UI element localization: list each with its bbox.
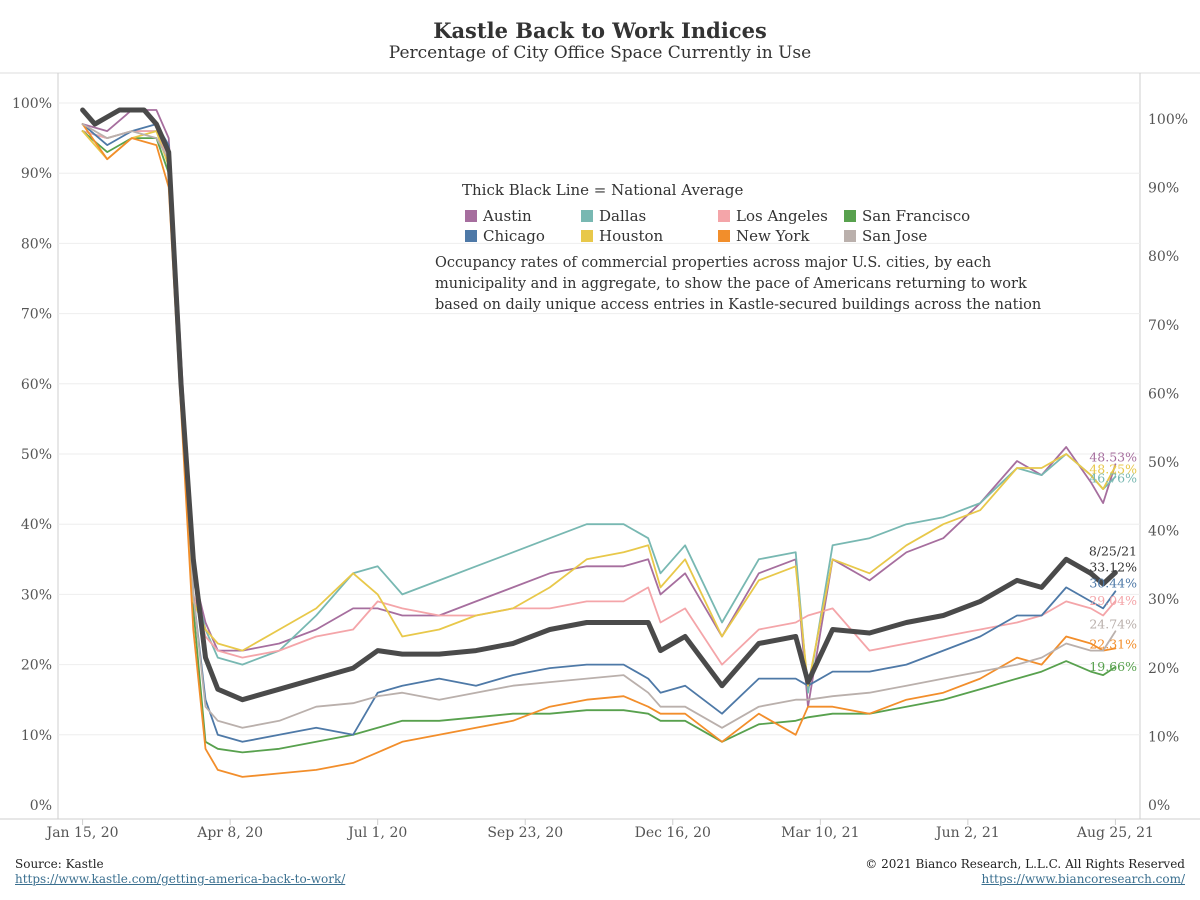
- y-tick-label-left: 60%: [21, 377, 52, 393]
- copyright-text: © 2021 Bianco Research, L.L.C. All Right…: [865, 857, 1185, 871]
- line-chart: 0% 0% 10% 10% 20% 20% 30% 30% 40% 40% 50% 50% 60% 60%…: [0, 72, 1200, 841]
- x-tick-label: Jan 15, 20: [45, 825, 119, 841]
- end-value-label: 24.74%: [1089, 616, 1137, 631]
- x-tick-label: Aug 25, 21: [1076, 825, 1154, 841]
- source-label: Source: Kastle: [15, 857, 104, 871]
- y-tick-label-right: 40%: [1148, 524, 1179, 540]
- end-date-label: 8/25/21: [1089, 543, 1137, 558]
- end-value-label: 30.44%: [1089, 575, 1137, 590]
- y-tick-label-right: 30%: [1148, 592, 1179, 608]
- legend-swatch: [581, 230, 593, 242]
- legend-swatch: [581, 210, 593, 222]
- x-tick-label: Sep 23, 20: [487, 825, 563, 841]
- end-value-label: 19.66%: [1089, 659, 1137, 674]
- series-line-san-jose: [81, 123, 1117, 729]
- y-tick-label-right: 80%: [1148, 249, 1179, 265]
- y-tick-label-left: 0%: [30, 798, 52, 814]
- y-tick-label-left: 90%: [21, 166, 52, 182]
- site-link[interactable]: https://www.biancoresearch.com/: [981, 872, 1185, 886]
- x-tick-label: Jun 2, 21: [934, 825, 1000, 841]
- series-line-new-york: [81, 123, 1117, 778]
- y-tick-label-left: 20%: [21, 658, 52, 674]
- y-tick-label-left: 70%: [21, 307, 52, 323]
- series-line-san-francisco: [81, 130, 1117, 754]
- legend-label: San Jose: [862, 227, 927, 245]
- y-tick-label-right: 50%: [1148, 455, 1179, 471]
- end-value-label: 46.76%: [1089, 471, 1137, 486]
- series-line-national-average: [80, 107, 1118, 703]
- chart-subtitle: Percentage of City Office Space Currentl…: [388, 43, 812, 63]
- legend-label: San Francisco: [862, 207, 970, 225]
- legend-heading: Thick Black Line = National Average: [462, 181, 744, 199]
- y-tick-label-right: 90%: [1148, 181, 1179, 197]
- y-tick-label-left: 40%: [21, 517, 52, 533]
- series-line-chicago: [81, 123, 1117, 743]
- y-tick-label-left: 30%: [21, 587, 52, 603]
- x-tick-label: Mar 10, 21: [781, 825, 859, 841]
- y-tick-label-left: 80%: [21, 236, 52, 252]
- legend-label: Houston: [599, 227, 664, 245]
- legend-label: Dallas: [599, 207, 646, 225]
- y-tick-label-right: 70%: [1148, 318, 1179, 334]
- legend-label: Austin: [482, 207, 532, 225]
- y-tick-label-right: 20%: [1148, 661, 1179, 677]
- legend-swatch: [465, 230, 477, 242]
- legend-swatch: [465, 210, 477, 222]
- y-tick-label-right: 100%: [1148, 112, 1188, 128]
- series-line-austin: [81, 109, 1117, 708]
- y-tick-label-right: 10%: [1148, 729, 1179, 745]
- annotation-line: based on daily unique access entries in …: [435, 297, 1041, 313]
- legend-label: Chicago: [483, 227, 545, 245]
- y-tick-label-left: 100%: [12, 96, 52, 112]
- legend-swatch: [718, 230, 730, 242]
- x-tick-label: Dec 16, 20: [635, 825, 711, 841]
- x-tick-label: Apr 8, 20: [196, 825, 263, 841]
- legend-swatch: [844, 230, 856, 242]
- series-line-houston: [81, 130, 1117, 687]
- legend-label: Los Angeles: [736, 207, 828, 225]
- end-value-label: 29.04%: [1089, 593, 1137, 608]
- x-tick-label: Jul 1, 20: [346, 825, 407, 841]
- y-tick-label-right: 0%: [1148, 798, 1170, 814]
- legend-swatch: [718, 210, 730, 222]
- series-line-los-angeles: [81, 130, 1117, 666]
- y-tick-label-right: 60%: [1148, 386, 1179, 402]
- end-value-label: 48.25%: [1089, 461, 1137, 476]
- end-value-label: 22.31%: [1089, 636, 1137, 651]
- series-line-dallas: [81, 130, 1117, 694]
- end-value-label: 48.53%: [1089, 449, 1137, 464]
- source-link[interactable]: https://www.kastle.com/getting-america-b…: [15, 872, 346, 886]
- y-tick-label-left: 50%: [21, 447, 52, 463]
- legend-swatch: [844, 210, 856, 222]
- annotation-line: Occupancy rates of commercial properties…: [435, 255, 991, 271]
- end-value-label: 33.12%: [1089, 559, 1137, 574]
- y-tick-label-left: 10%: [21, 728, 52, 744]
- annotation-line: municipality and in aggregate, to show t…: [435, 276, 1027, 292]
- legend-label: New York: [736, 227, 810, 245]
- chart-title: Kastle Back to Work Indices: [433, 18, 767, 43]
